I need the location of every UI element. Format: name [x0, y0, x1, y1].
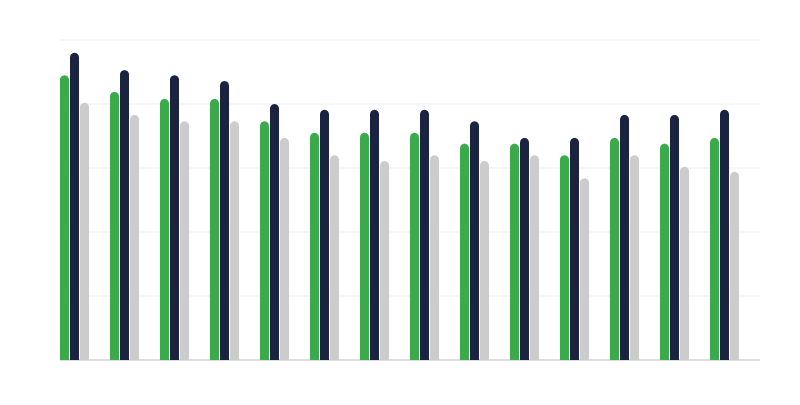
bar	[710, 137, 719, 360]
bar	[320, 109, 329, 360]
bar	[630, 155, 639, 360]
bar	[210, 98, 219, 360]
bar	[620, 114, 629, 360]
bar	[170, 75, 179, 360]
bar	[310, 132, 319, 360]
bar	[370, 109, 379, 360]
bar	[360, 132, 369, 360]
bar	[460, 143, 469, 360]
bar	[410, 132, 419, 360]
bar	[680, 166, 689, 360]
bar	[130, 114, 139, 360]
bar	[270, 104, 279, 360]
bar	[120, 70, 129, 360]
bar	[80, 102, 89, 360]
bar	[70, 52, 79, 361]
bar	[510, 143, 519, 360]
bar	[180, 121, 189, 360]
bar	[430, 155, 439, 360]
bar	[720, 109, 729, 360]
bar	[580, 178, 589, 360]
bar	[160, 98, 169, 360]
bar	[380, 160, 389, 360]
bar	[220, 80, 229, 360]
bar	[470, 121, 479, 360]
bar	[230, 121, 239, 360]
bar	[530, 155, 539, 360]
bar	[280, 137, 289, 360]
bar	[560, 155, 569, 360]
bar	[60, 75, 69, 360]
bar	[670, 114, 679, 360]
bar	[520, 137, 529, 360]
bar	[420, 109, 429, 360]
bar	[330, 155, 339, 360]
bar	[570, 137, 579, 360]
bar	[730, 171, 739, 360]
bar	[480, 160, 489, 360]
bar	[110, 91, 119, 360]
bar	[260, 121, 269, 360]
bar	[660, 143, 669, 360]
bar	[610, 137, 619, 360]
